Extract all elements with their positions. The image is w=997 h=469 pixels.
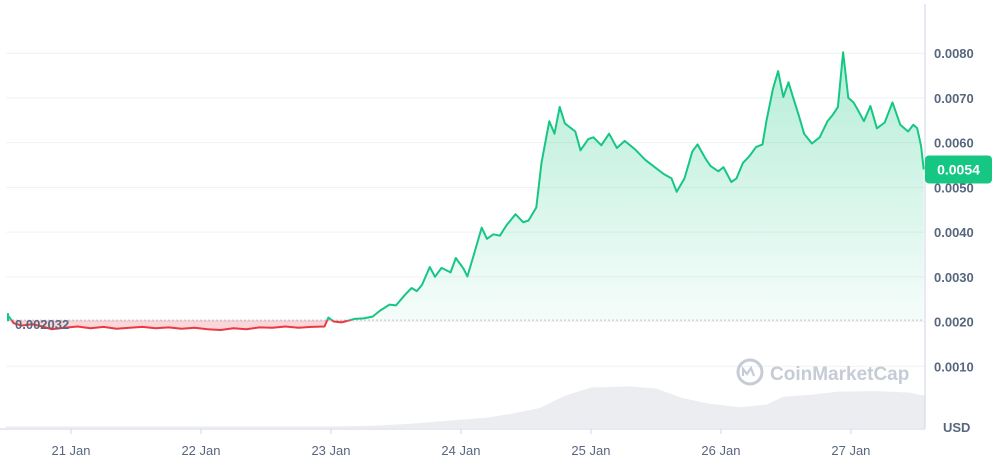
x-axis: 21 Jan 22 Jan 23 Jan 24 Jan 25 Jan 26 Jan 27 J… [0,428,925,458]
price-line-down [10,320,354,331]
x-tick-label: 24 Jan [441,443,480,458]
y-tick-label: 0.0080 [934,46,974,61]
y-tick-label: 0.0070 [934,91,974,106]
y-tick-label: 0.0050 [934,180,974,195]
currency-unit: USD [943,420,970,435]
coinmarketcap-logo-mark [741,365,756,377]
x-tick-label: 25 Jan [571,443,610,458]
coinmarketcap-logo-icon [736,358,764,386]
current-price-label: 0.0054 [937,161,980,177]
price-area-up [8,52,924,321]
price-line-up [7,51,925,321]
volume-fill [6,386,925,428]
x-tick-label: 21 Jan [51,443,90,458]
price-series [7,51,925,331]
x-tick-label: 26 Jan [701,443,740,458]
watermark: CoinMarketCap [736,358,909,386]
current-price-tag: 0.0054 [925,155,992,184]
y-tick-label: 0.0060 [934,136,974,151]
current-price-badge [925,155,992,184]
volume-area [6,386,925,428]
x-tick-label: 22 Jan [181,443,220,458]
y-tick-label: 0.0040 [934,225,974,240]
baseline-label: 0.002032 [15,317,69,332]
y-tick-label: 0.0010 [934,359,974,374]
y-tick-label: 0.0020 [934,315,974,330]
x-tick-label: 27 Jan [831,443,870,458]
x-tick-label: 23 Jan [311,443,350,458]
price-down-group [10,320,354,331]
y-tick-label: 0.0030 [934,270,974,285]
y-axis: 0.0010 0.0020 0.0030 0.0040 0.0050 0.0060 0.00… [924,4,974,429]
price-up-group [7,51,925,321]
watermark-text: CoinMarketCap [770,364,909,385]
